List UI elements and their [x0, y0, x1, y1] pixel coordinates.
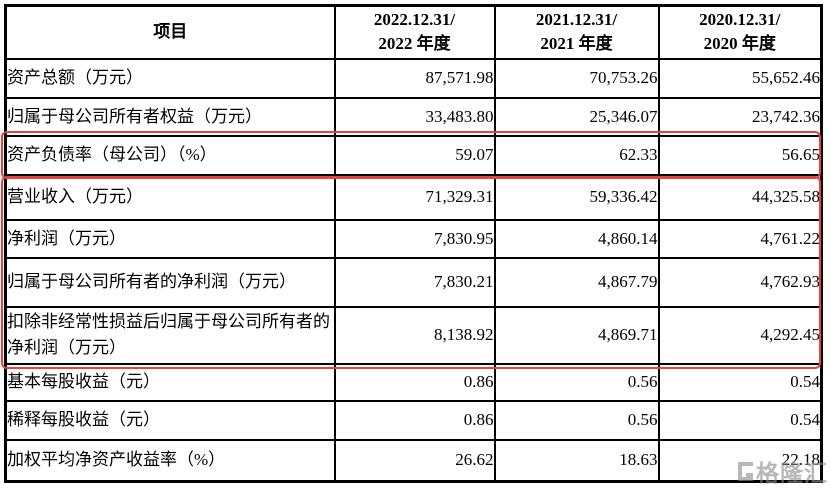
cell-value: 4,867.79: [493, 256, 660, 308]
cell-value: 4,762.93: [657, 256, 823, 308]
watermark-text: 格隆汇: [756, 460, 828, 486]
cell-value: 0.56: [493, 362, 660, 402]
cell-value: 4,869.71: [493, 305, 660, 365]
cell-value: 87,571.98: [333, 57, 496, 99]
header-2022-period: 2022 年度: [378, 34, 451, 54]
cell-value: 56.65: [657, 134, 823, 176]
table-row-debt-ratio: 资产负债率（母公司）（%） 59.07 62.33 56.65: [4, 134, 823, 176]
row-label: 稀释每股收益（元）: [4, 399, 336, 441]
table-row-weighted-roe: 加权平均净资产收益率（%） 26.62 18.63 22.18: [4, 438, 823, 483]
row-label: 营业收入（万元）: [4, 173, 336, 221]
row-label: 归属于母公司所有者权益（万元）: [4, 96, 336, 137]
header-col-2020: 2020.12.31/ 2020 年度: [657, 4, 823, 60]
header-col-2021: 2021.12.31/ 2021 年度: [493, 4, 660, 60]
cell-value: 23,742.36: [657, 96, 823, 137]
cell-value: 4,761.22: [657, 218, 823, 259]
cell-value: 18.63: [493, 438, 660, 483]
header-2020-period: 2020 年度: [703, 34, 776, 54]
cell-value: 7,830.21: [333, 256, 496, 308]
cell-value: 0.54: [657, 399, 823, 441]
cell-value: 0.56: [493, 399, 660, 441]
header-2021-period: 2021 年度: [540, 34, 613, 54]
header-2021-date: 2021.12.31/: [535, 10, 618, 30]
row-label: 归属于母公司所有者的净利润（万元）: [4, 256, 336, 308]
cell-value: 59,336.42: [493, 173, 660, 221]
cell-value: 62.33: [493, 134, 660, 176]
cell-value: 4,292.45: [657, 305, 823, 365]
header-item: 项目: [4, 4, 336, 60]
cell-value: 59.07: [333, 134, 496, 176]
cell-value: 0.86: [333, 362, 496, 402]
cell-value: 8,138.92: [333, 305, 496, 365]
cell-value: 25,346.07: [493, 96, 660, 137]
table-row-basic-eps: 基本每股收益（元） 0.86 0.56 0.54: [4, 362, 823, 402]
header-2020-date: 2020.12.31/: [699, 10, 781, 30]
cell-value: 55,652.46: [657, 57, 823, 99]
table-header-row: 项目 2022.12.31/ 2022 年度 2021.12.31/ 2021 …: [4, 4, 823, 60]
header-col-2022: 2022.12.31/ 2022 年度: [333, 4, 496, 60]
row-label: 加权平均净资产收益率（%）: [4, 438, 336, 483]
table-row-parent-net-profit: 归属于母公司所有者的净利润（万元） 7,830.21 4,867.79 4,76…: [4, 256, 823, 308]
cell-value: 33,483.80: [333, 96, 496, 137]
header-item-label: 项目: [153, 22, 188, 42]
table-row-parent-equity: 归属于母公司所有者权益（万元） 33,483.80 25,346.07 23,7…: [4, 96, 823, 137]
cell-value: 0.86: [333, 399, 496, 441]
cell-value: 0.54: [657, 362, 823, 402]
cell-value: 26.62: [333, 438, 496, 483]
table-row-deducted-net-profit: 扣除非经常性损益后归属于母公司所有者的净利润（万元） 8,138.92 4,86…: [4, 305, 823, 365]
cell-value: 70,753.26: [493, 57, 660, 99]
cell-value: 4,860.14: [493, 218, 660, 259]
cell-value: 44,325.58: [657, 173, 823, 221]
financial-summary-table: 项目 2022.12.31/ 2022 年度 2021.12.31/ 2021 …: [4, 4, 823, 483]
table-row-diluted-eps: 稀释每股收益（元） 0.86 0.56 0.54: [4, 399, 823, 441]
table-row-net-profit: 净利润（万元） 7,830.95 4,860.14 4,761.22: [4, 218, 823, 259]
cell-value: 7,830.95: [333, 218, 496, 259]
gelonghui-watermark: 格隆汇: [738, 454, 828, 488]
table-row-operating-revenue: 营业收入（万元） 71,329.31 59,336.42 44,325.58: [4, 173, 823, 221]
table-row-total-assets: 资产总额（万元） 87,571.98 70,753.26 55,652.46: [4, 57, 823, 99]
row-label: 净利润（万元）: [4, 218, 336, 259]
row-label: 资产总额（万元）: [4, 57, 336, 99]
gelonghui-logo-icon: [738, 461, 753, 481]
header-2022-date: 2022.12.31/: [373, 10, 456, 30]
cell-value: 71,329.31: [333, 173, 496, 221]
row-label: 基本每股收益（元）: [4, 362, 336, 402]
row-label: 资产负债率（母公司）（%）: [4, 134, 336, 176]
row-label: 扣除非经常性损益后归属于母公司所有者的净利润（万元）: [4, 305, 336, 365]
